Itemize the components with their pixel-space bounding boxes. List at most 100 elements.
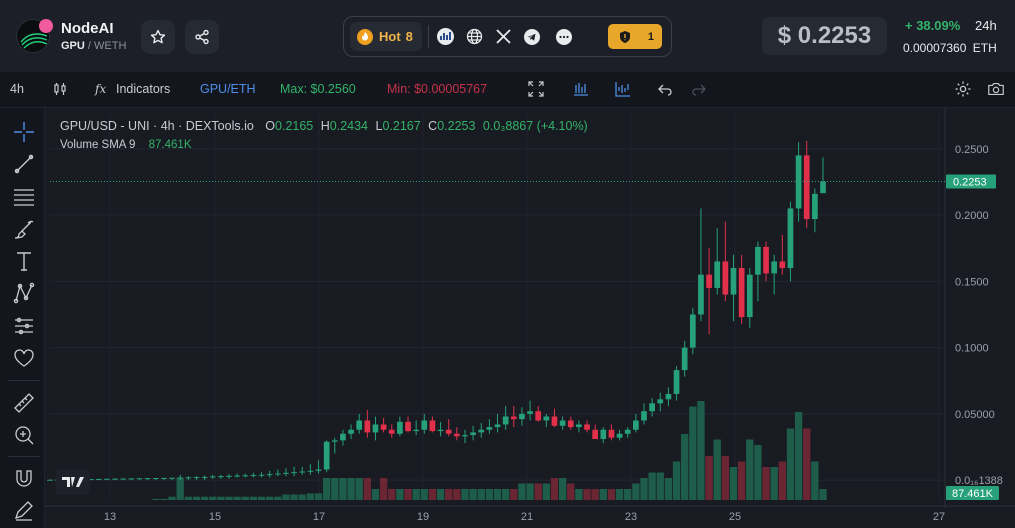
divider [428, 25, 429, 48]
min-price-label: Min: $0.00005767 [387, 82, 488, 96]
volume-bar [355, 478, 363, 500]
candle-body [112, 478, 118, 480]
max-price-label: Max: $0.2560 [280, 82, 356, 96]
x-tick-label: 25 [729, 511, 741, 523]
hot-rank-button[interactable]: Hot 8 [350, 22, 422, 51]
candle-body [633, 420, 639, 430]
crosshair-tool[interactable] [13, 121, 35, 143]
audit-alert-button[interactable]: 1 [608, 24, 662, 49]
telegram-button[interactable] [522, 27, 541, 46]
more-dots-icon [555, 28, 572, 45]
volume-bar [266, 496, 274, 500]
volume-bar [396, 489, 404, 500]
volume-bar [664, 478, 673, 500]
volume-badge-label: 87.461K [952, 488, 994, 500]
chart-background [45, 108, 1015, 528]
candle-body [755, 246, 761, 275]
ruler-icon [14, 393, 34, 413]
candle-body [136, 478, 143, 480]
volume-bar [819, 489, 827, 500]
volume-bar [729, 467, 738, 500]
volume-bar [274, 496, 282, 500]
interval-selector[interactable]: 4h [10, 82, 24, 96]
candle-body [608, 429, 615, 438]
candle-body [820, 181, 826, 194]
candle-body [315, 469, 322, 471]
expand-icon [528, 81, 544, 97]
candle-body [576, 424, 582, 428]
favorite-button[interactable] [141, 20, 175, 54]
more-button[interactable] [554, 27, 573, 46]
y-tick-label: 0.1500 [955, 276, 989, 288]
volume-bar [436, 489, 445, 500]
bar-chart-button[interactable] [572, 80, 590, 98]
y-tick-label: 0.05000 [955, 409, 995, 421]
volume-label: Volume SMA 9 [60, 139, 136, 151]
candle-body [803, 155, 810, 220]
website-button[interactable] [465, 27, 484, 46]
zoom-tool[interactable] [13, 424, 35, 446]
indicators-button[interactable]: fx [93, 80, 111, 98]
volume-legend: Volume SMA 9 87.461K [60, 139, 192, 151]
price-chart[interactable]: 0.2500 0.2000 0.1500 0.1000 0.05000 0.0₁₆1388… [45, 108, 1015, 528]
tradingview-logo [56, 469, 90, 495]
chart-link-button[interactable] [436, 27, 455, 46]
share-button[interactable] [185, 20, 219, 54]
trendline-tool[interactable] [13, 153, 35, 175]
lock-drawing-tool[interactable] [13, 499, 35, 521]
ruler-tool[interactable] [13, 392, 35, 414]
last-price-badge [946, 174, 996, 189]
candle-type-button[interactable] [51, 80, 69, 98]
candle-body [445, 429, 452, 434]
undo-button[interactable] [656, 80, 674, 98]
candle-body [95, 478, 102, 480]
x-tick-label: 21 [521, 511, 533, 523]
x-twitter-button[interactable] [494, 27, 513, 46]
ohlc-open: O0.2165 [265, 119, 314, 133]
candle-body [600, 429, 607, 440]
magnet-tool[interactable] [13, 467, 35, 489]
token-pair: GPU / WETH [61, 40, 126, 52]
volume-bar [681, 434, 689, 500]
pattern-tool[interactable] [13, 282, 35, 304]
pair-quote: / WETH [87, 40, 127, 52]
favorites-tool[interactable] [13, 347, 35, 369]
volume-bar [624, 489, 632, 500]
volume-bar [534, 483, 542, 500]
last-price-label: 0.2253 [953, 177, 987, 189]
tradingview-icon [62, 477, 84, 487]
magnet-icon [16, 470, 32, 487]
volume-bar [477, 489, 485, 500]
candle-body [763, 246, 769, 274]
fib-tool[interactable] [13, 186, 35, 208]
candle-body [551, 416, 558, 426]
candle-body [380, 424, 387, 430]
volume-bar [567, 483, 575, 500]
volume-bar [282, 494, 290, 500]
redo-button[interactable] [690, 80, 708, 98]
volume-badge [946, 486, 999, 500]
fullscreen-button[interactable] [527, 80, 545, 98]
text-tool[interactable] [13, 250, 35, 272]
compare-button[interactable] [614, 80, 632, 98]
candle-body [641, 411, 647, 421]
eth-unit: ETH [972, 41, 997, 55]
candle-body [323, 441, 330, 470]
tools-divider [8, 380, 40, 381]
prediction-tool[interactable] [13, 315, 35, 337]
candle-body [510, 416, 517, 420]
volume-bar [648, 472, 656, 500]
volume-bar [298, 494, 306, 500]
candle-body [584, 424, 590, 430]
hot-label: Hot [379, 29, 401, 44]
settings-button[interactable] [954, 80, 972, 98]
brush-tool[interactable] [13, 218, 35, 240]
candle-body [567, 420, 574, 428]
indicators-label[interactable]: Indicators [116, 82, 171, 96]
screenshot-button[interactable] [987, 80, 1005, 98]
pair-toggle[interactable]: GPU/ETH [200, 82, 256, 96]
candle-body [494, 424, 501, 428]
candle-body [397, 421, 403, 434]
token-info-bar [343, 16, 672, 57]
volume-bar [558, 478, 567, 500]
